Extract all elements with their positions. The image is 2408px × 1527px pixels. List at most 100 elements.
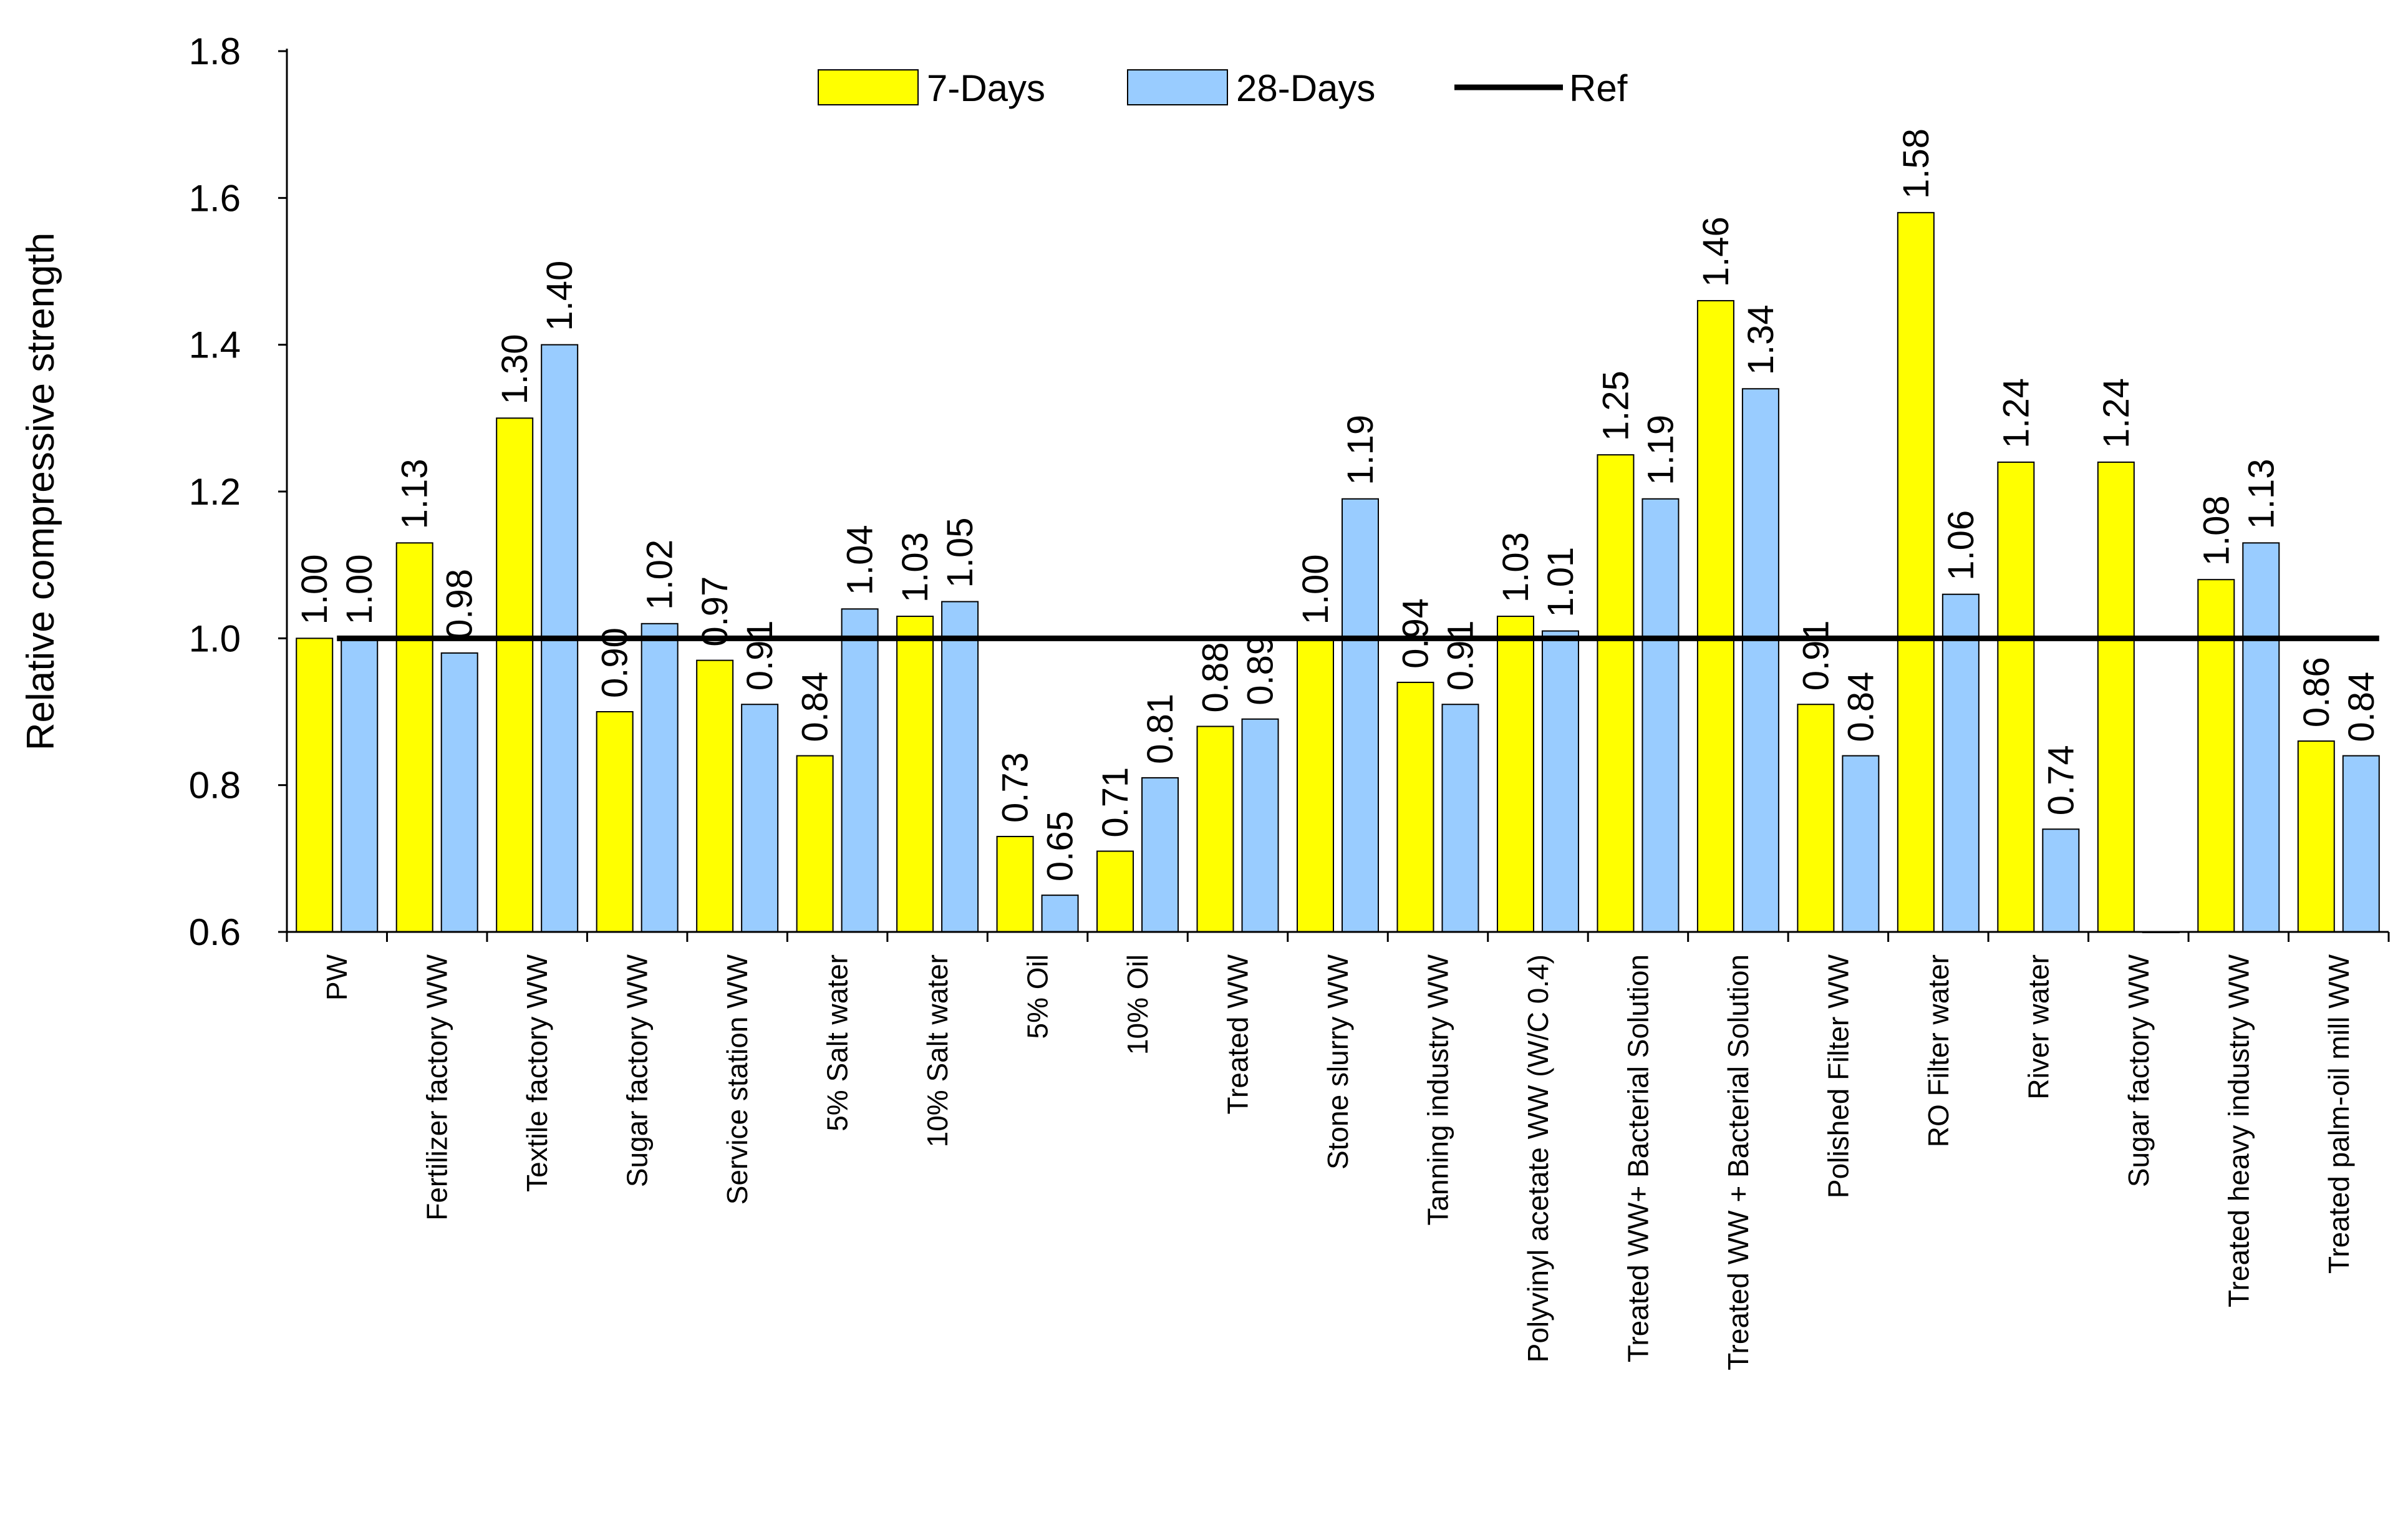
data-label-7days-11: 0.94: [1395, 598, 1436, 669]
y-tick-label-3: 1.2: [189, 471, 241, 513]
bar-28days-10: [1342, 498, 1379, 933]
bars-group: [296, 211, 2380, 933]
data-label-7days-18: 1.24: [2096, 378, 2137, 448]
data-label-7days-4: 0.97: [695, 576, 735, 647]
data-label-28days-20: 0.84: [2341, 672, 2382, 742]
x-tick-label-14: Treated WW + Bacterial Solution: [1722, 954, 1754, 1370]
x-tick-label-15: Polished Filter WW: [1822, 954, 1854, 1198]
data-label-7days-5: 0.84: [795, 672, 836, 742]
bar-28days-0: [341, 637, 379, 933]
bar-28days-7: [1041, 894, 1079, 933]
bar-28days-6: [941, 601, 979, 933]
data-label-28days-13: 1.19: [1640, 415, 1681, 485]
data-label-7days-16: 1.58: [1896, 128, 1937, 199]
bar-7days-7: [996, 836, 1034, 933]
legend-swatch-28days: [1127, 69, 1228, 105]
data-label-28days-5: 1.04: [840, 525, 881, 595]
x-tick-label-8: 10% Oil: [1121, 954, 1154, 1055]
x-tick-label-9: Treated WW: [1222, 954, 1254, 1114]
bar-28days-19: [2242, 542, 2280, 933]
bar-28days-8: [1141, 777, 1179, 933]
y-tick-label-1: 0.8: [189, 765, 241, 807]
bar-7days-2: [496, 417, 534, 933]
bar-7days-15: [1797, 704, 1835, 933]
x-tick-label-16: RO Filter water: [1922, 954, 1955, 1147]
bar-28days-12: [1541, 630, 1579, 933]
data-label-7days-1: 1.13: [395, 458, 435, 529]
bar-28days-20: [2342, 755, 2380, 933]
bar-28days-4: [741, 704, 779, 933]
x-tick-label-12: Polyvinyl acetate WW (W/C 0.4): [1522, 954, 1554, 1362]
y-tick-label-2: 1.0: [189, 618, 241, 659]
bar-7days-5: [796, 755, 834, 933]
data-labels-group: 1.00 1.13 1.30 0.90 0.97 0.84 1.03 0.73 0.71 0.88…: [294, 128, 2382, 881]
bar-7days-3: [596, 711, 634, 933]
x-tick-label-17: River water: [2022, 954, 2054, 1100]
data-label-7days-13: 1.25: [1595, 371, 1636, 441]
data-label-28days-7: 0.65: [1040, 811, 1081, 881]
bar-28days-17: [2042, 828, 2080, 933]
data-label-28days-3: 1.02: [640, 540, 680, 610]
legend: 7-Days 28-Days Ref: [818, 67, 1628, 109]
bar-7days-9: [1196, 725, 1234, 933]
x-tick-label-3: Sugar factory WW: [621, 954, 654, 1187]
data-label-7days-3: 0.90: [595, 628, 636, 698]
bar-28days-11: [1441, 704, 1479, 933]
bar-28days-3: [641, 623, 679, 933]
data-label-28days-9: 0.89: [1240, 635, 1281, 705]
bar-7days-13: [1597, 454, 1635, 933]
x-tick-label-13: Treated WW+ Bacterial Solution: [1622, 954, 1654, 1362]
x-tick-label-1: Fertilizer factory WW: [421, 954, 453, 1220]
x-tick-label-18: Sugar factory WW: [2122, 954, 2155, 1187]
bar-7days-19: [2197, 579, 2235, 933]
data-label-28days-16: 1.06: [1941, 510, 1981, 581]
data-label-28days-1: 0.98: [440, 569, 480, 639]
y-tick-label-0: 0.6: [189, 911, 241, 953]
data-label-28days-17: 0.74: [2041, 745, 2081, 815]
bar-7days-20: [2297, 740, 2335, 933]
bar-7days-12: [1496, 616, 1534, 933]
x-tick-label-20: Treated palm-oil mill WW: [2323, 954, 2355, 1274]
data-label-7days-6: 1.03: [895, 532, 936, 603]
y-tick-label-4: 1.4: [189, 324, 241, 366]
x-tick-label-6: 10% Salt water: [921, 954, 954, 1147]
data-label-7days-17: 1.24: [1996, 378, 2036, 448]
data-label-7days-2: 1.30: [495, 334, 535, 404]
bar-7days-8: [1096, 850, 1134, 933]
legend-swatch-7days: [818, 69, 919, 105]
data-label-7days-12: 1.03: [1496, 532, 1536, 603]
x-tick-label-2: Textile factory WW: [521, 954, 553, 1191]
data-label-28days-4: 0.91: [740, 620, 780, 691]
bar-28days-5: [841, 608, 879, 933]
x-tick-label-0: PW: [321, 954, 353, 1001]
x-tick-label-4: Service station WW: [721, 954, 753, 1205]
y-axis-title: Relative compressive strength: [19, 233, 62, 750]
bar-28days-1: [440, 652, 478, 933]
bar-7days-18: [2097, 461, 2135, 933]
data-label-28days-11: 0.91: [1440, 620, 1481, 691]
data-label-28days-8: 0.81: [1140, 694, 1181, 764]
data-label-7days-10: 1.00: [1295, 554, 1336, 624]
bar-28days-9: [1241, 718, 1279, 933]
x-tick-label-19: Treated heavy industry WW: [2222, 954, 2255, 1307]
data-label-7days-14: 1.46: [1696, 216, 1736, 287]
bar-7days-0: [296, 637, 334, 933]
bar-7days-16: [1897, 211, 1935, 933]
legend-label-7days: 7-Days: [927, 67, 1045, 109]
x-tick-label-10: Stone slurry WW: [1322, 954, 1354, 1170]
bar-7days-6: [896, 616, 934, 933]
x-tick-label-5: 5% Salt water: [821, 954, 854, 1132]
data-label-7days-9: 0.88: [1196, 642, 1236, 713]
bar-28days-13: [1642, 498, 1680, 933]
x-tick-label-11: Tanning industry WW: [1421, 954, 1454, 1225]
data-label-7days-8: 0.71: [1095, 767, 1136, 838]
bar-7days-17: [1997, 461, 2035, 933]
bar-7days-11: [1396, 681, 1434, 933]
legend-label-ref: Ref: [1569, 67, 1628, 109]
data-label-28days-6: 1.05: [940, 518, 980, 588]
bar-28days-16: [1941, 593, 1980, 933]
data-label-28days-15: 0.84: [1840, 672, 1881, 742]
data-label-7days-19: 1.08: [2196, 495, 2236, 566]
